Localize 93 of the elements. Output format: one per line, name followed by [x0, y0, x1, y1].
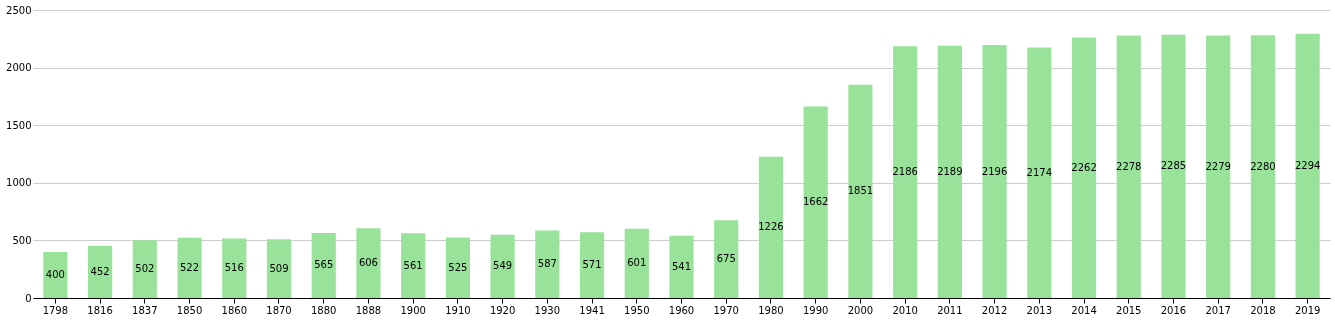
x-tick-label: 2014: [1071, 304, 1097, 316]
y-tick-label: 1500: [6, 119, 32, 131]
data-label: 541: [671, 260, 692, 272]
bar: [177, 237, 202, 298]
data-label: 549: [493, 260, 513, 272]
x-tick-label: 1970: [713, 304, 739, 316]
bar: [311, 232, 336, 298]
bar: [445, 237, 470, 298]
x-tick-label: 2017: [1205, 304, 1231, 316]
bar: [1295, 33, 1320, 298]
data-label: 606: [358, 257, 378, 269]
data-label: 1851: [847, 185, 874, 197]
data-label: 565: [314, 259, 334, 271]
data-label: 516: [224, 262, 244, 274]
x-tick-label: 1990: [802, 304, 829, 316]
x-tick-label: 1816: [87, 304, 113, 316]
x-tick-label: 2011: [937, 304, 963, 316]
bar: [88, 245, 113, 298]
bar: [1161, 34, 1186, 298]
data-label: 587: [537, 258, 557, 270]
x-tick-label: 1950: [624, 304, 650, 316]
x-tick-label: 1798: [42, 304, 69, 316]
x-tick-label: 1980: [758, 304, 784, 316]
data-label: 561: [403, 259, 423, 271]
data-label: 2280: [1250, 160, 1276, 172]
bar: [356, 228, 381, 298]
bar: [579, 232, 605, 298]
bar: [1071, 37, 1097, 298]
bar: [848, 84, 873, 298]
x-tick-label: 1960: [668, 304, 695, 316]
y-tick-label: 500: [12, 234, 32, 246]
bar: [43, 251, 68, 298]
x-tick-label: 2000: [847, 304, 874, 316]
x-tick-label: 1941: [579, 304, 605, 316]
data-label: 2189: [937, 165, 963, 177]
bar: [132, 240, 157, 298]
x-tick-label: 2012: [981, 304, 1008, 316]
bar: [222, 238, 247, 298]
data-label: 400: [45, 268, 65, 280]
bar: [669, 235, 694, 298]
x-tick-label: 2013: [1026, 304, 1053, 316]
data-label: 1226: [758, 221, 784, 233]
bar: [1250, 35, 1275, 298]
x-tick-label: 1910: [445, 304, 471, 316]
y-tick-label: 2500: [6, 4, 32, 16]
x-tick-label: 2019: [1294, 304, 1321, 316]
x-tick-label: 1900: [400, 304, 426, 316]
bar: [266, 239, 292, 298]
x-tick-label: 2010: [892, 304, 918, 316]
data-label: 2278: [1116, 160, 1142, 172]
bar: [714, 220, 739, 298]
bar: [982, 45, 1007, 298]
x-tick-label: 1850: [176, 304, 203, 316]
data-label: 571: [582, 259, 602, 271]
y-tick-label: 1000: [6, 177, 32, 189]
y-tick-label: 2000: [6, 62, 32, 74]
bar: [937, 45, 962, 298]
data-label: 509: [269, 262, 289, 274]
bar: [893, 46, 918, 298]
data-label: 2294: [1294, 159, 1321, 171]
x-tick-label: 2018: [1250, 304, 1276, 316]
x-tick-label: 1860: [221, 304, 247, 316]
bar: [401, 233, 426, 298]
x-tick-label: 1888: [355, 304, 382, 316]
data-label: 2285: [1160, 160, 1187, 172]
bar: [490, 234, 515, 298]
data-label: 2196: [981, 165, 1008, 177]
bar: [1116, 35, 1141, 298]
y-tick-label: 0: [25, 292, 32, 304]
bar: [1027, 47, 1052, 298]
data-label: 2279: [1205, 160, 1231, 172]
x-tick-label: 1880: [310, 304, 337, 316]
data-label: 2186: [892, 166, 918, 178]
x-tick-label: 1870: [266, 304, 292, 316]
data-label: 2174: [1026, 166, 1053, 178]
data-label: 1662: [802, 196, 829, 208]
data-label: 502: [135, 263, 155, 275]
data-label: 452: [90, 265, 110, 277]
x-tick-label: 2015: [1116, 304, 1142, 316]
data-label: 601: [627, 257, 647, 269]
data-label: 525: [448, 261, 468, 273]
bar: [758, 156, 784, 298]
bar: [535, 230, 560, 298]
bar: [1206, 35, 1231, 298]
x-tick-label: 1837: [132, 304, 158, 316]
x-tick-label: 2016: [1160, 304, 1187, 316]
x-tick-label: 1930: [534, 304, 561, 316]
bar: [803, 106, 828, 298]
data-label: 2262: [1071, 161, 1097, 173]
data-label: 522: [179, 261, 200, 273]
bar: [624, 228, 649, 298]
data-label: 675: [716, 253, 736, 265]
x-tick-label: 1920: [489, 304, 516, 316]
